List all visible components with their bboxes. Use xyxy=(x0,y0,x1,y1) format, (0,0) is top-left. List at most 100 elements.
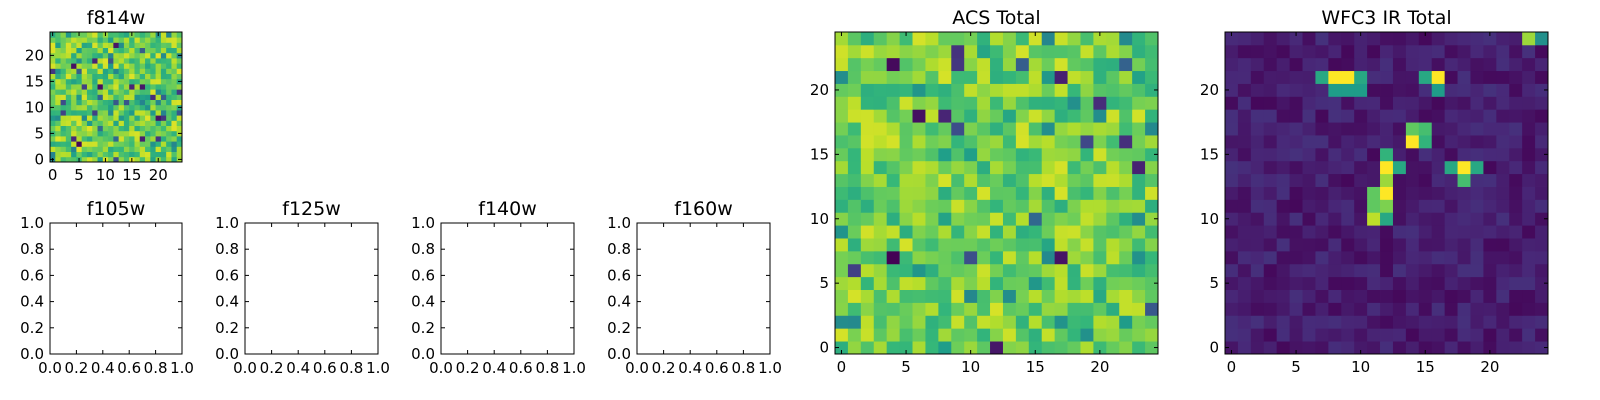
heatmap-cell xyxy=(113,73,120,80)
heatmap-cell xyxy=(92,99,98,106)
heatmap-cell xyxy=(899,32,913,46)
heatmap-cell xyxy=(1119,250,1133,265)
axes-frame xyxy=(244,222,379,355)
heatmap-cell xyxy=(145,156,151,163)
heatmap-cell xyxy=(92,32,98,38)
heatmap-cell xyxy=(134,104,141,111)
heatmap-cell xyxy=(118,42,125,48)
heatmap-cell xyxy=(847,122,862,136)
heatmap-cell xyxy=(1002,238,1017,252)
heatmap-cell xyxy=(1444,199,1458,213)
heatmap-cell xyxy=(886,250,900,265)
heatmap-cell xyxy=(1145,315,1159,329)
heatmap-cell xyxy=(118,89,125,95)
heatmap-cell xyxy=(150,136,156,142)
heatmap-cell xyxy=(1106,57,1120,72)
heatmap-cell xyxy=(102,125,109,132)
heatmap-cell xyxy=(1392,186,1407,200)
heatmap-cell xyxy=(150,110,156,116)
heatmap-cell xyxy=(118,156,125,163)
heatmap-cell xyxy=(1431,225,1446,239)
heatmap-cell xyxy=(1405,160,1420,175)
heatmap-cell xyxy=(938,289,952,303)
heatmap-cell xyxy=(1145,341,1159,355)
heatmap-cell xyxy=(1522,147,1536,162)
heatmap-cell xyxy=(860,147,875,162)
heatmap-cell xyxy=(1289,83,1303,97)
heatmap-cell xyxy=(55,68,61,74)
heatmap-cell xyxy=(150,130,156,137)
heatmap-cell xyxy=(835,135,849,149)
heatmap-cell xyxy=(873,160,888,175)
heatmap-cell xyxy=(92,136,98,142)
heatmap-cell xyxy=(899,57,913,72)
heatmap-cell xyxy=(71,37,77,43)
heatmap-cell xyxy=(873,212,888,226)
heatmap-cell xyxy=(102,68,109,74)
heatmap-cell xyxy=(964,289,978,303)
heatmap-cell xyxy=(1354,173,1368,187)
heatmap-cell xyxy=(1237,199,1252,213)
heatmap-cell xyxy=(71,32,77,38)
heatmap-cell xyxy=(171,125,178,132)
heatmap-cell xyxy=(113,78,120,85)
heatmap-cell xyxy=(1145,32,1159,46)
heatmap-cell xyxy=(1535,83,1549,97)
heatmap-cell xyxy=(1002,173,1017,187)
heatmap-cell xyxy=(1250,44,1265,59)
heatmap-cell xyxy=(92,37,98,43)
heatmap-cell xyxy=(160,63,167,69)
heatmap-cell xyxy=(118,136,125,142)
heatmap-cell xyxy=(1093,70,1107,84)
heatmap-cell xyxy=(155,125,162,132)
heatmap-cell xyxy=(1380,276,1394,290)
heatmap-cell xyxy=(1119,302,1133,316)
heatmap-cell xyxy=(71,73,77,80)
heatmap-cell xyxy=(1354,302,1368,316)
heatmap-cell xyxy=(145,104,151,111)
y-tick-label: 0.2 xyxy=(215,319,239,337)
heatmap-cell xyxy=(925,83,939,97)
heatmap-cell xyxy=(1483,199,1497,213)
heatmap-cell xyxy=(1132,199,1146,213)
x-tick-label: 1.0 xyxy=(170,359,194,377)
heatmap-cell xyxy=(76,104,83,111)
y-tick-label: 0.6 xyxy=(215,266,239,284)
heatmap-cell xyxy=(166,32,172,38)
heatmap-cell xyxy=(92,141,98,147)
heatmap-cell xyxy=(60,63,67,69)
heatmap-cell xyxy=(1067,341,1081,355)
heatmap-cell xyxy=(1054,250,1068,265)
heatmap-cell xyxy=(1276,289,1290,303)
heatmap-cell xyxy=(139,32,146,38)
heatmap-cell xyxy=(938,238,952,252)
heatmap-cell xyxy=(1509,276,1523,290)
heatmap-cell xyxy=(166,146,172,152)
heatmap-cell xyxy=(171,104,178,111)
heatmap-cell xyxy=(108,110,114,116)
heatmap-cell xyxy=(1302,199,1316,213)
heatmap-cell xyxy=(1380,70,1394,84)
heatmap-cell xyxy=(1444,225,1458,239)
heatmap-cell xyxy=(81,58,88,64)
heatmap-cell xyxy=(873,302,888,316)
heatmap-cell xyxy=(160,130,167,137)
heatmap-cell xyxy=(1522,109,1536,123)
heatmap-cell xyxy=(1315,122,1329,136)
heatmap-cell xyxy=(97,110,104,116)
heatmap-cell xyxy=(1354,199,1368,213)
heatmap-cell xyxy=(912,199,926,213)
x-tick-label: 5 xyxy=(74,166,84,184)
heatmap-cell xyxy=(1119,135,1133,149)
heatmap-cell xyxy=(166,115,172,121)
heatmap-cell xyxy=(150,52,156,59)
heatmap-cell xyxy=(925,44,939,59)
heatmap-cell xyxy=(1041,32,1056,46)
x-tick-label: 0.0 xyxy=(429,359,453,377)
heatmap-cell xyxy=(1392,225,1407,239)
x-tick-label: 20 xyxy=(149,166,168,184)
heatmap-cell xyxy=(1054,109,1068,123)
heatmap-cell xyxy=(1341,83,1355,97)
heatmap-cell xyxy=(71,58,77,64)
